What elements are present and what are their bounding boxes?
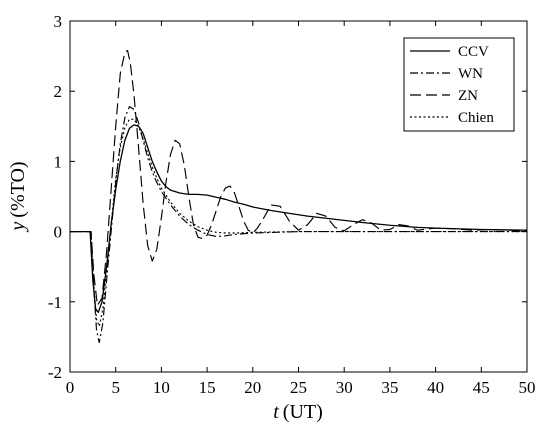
y-tick-label: -1 xyxy=(48,293,62,312)
x-tick-label: 35 xyxy=(381,378,398,397)
x-tick-label: 10 xyxy=(153,378,170,397)
x-axis-unit: (UT) xyxy=(283,401,323,423)
y-axis-unit: (%TO) xyxy=(7,161,29,217)
x-tick-label: 40 xyxy=(427,378,444,397)
x-axis-label: t (UT) xyxy=(273,401,323,423)
legend-label-zn: ZN xyxy=(458,88,478,104)
legend-label-ccv: CCV xyxy=(458,44,489,60)
series-line-chien xyxy=(70,118,527,327)
series-line-ccv xyxy=(70,124,527,313)
series-line-zn xyxy=(70,49,527,306)
x-tick-label: 30 xyxy=(336,378,353,397)
tick-layer: 0 5 10 15 20 25 30 35 40 45 50 -2 -1 0 1 2 3 xyxy=(48,12,536,397)
y-axis-var: y xyxy=(7,222,29,233)
y-tick-label: 0 xyxy=(54,223,63,242)
legend: CCV WN ZN Chien xyxy=(403,37,515,132)
y-tick-label: 1 xyxy=(54,152,63,171)
x-tick-label: 25 xyxy=(290,378,307,397)
x-axis-var: t xyxy=(273,401,279,423)
x-tick-label: 15 xyxy=(199,378,216,397)
x-tick-label: 0 xyxy=(66,378,75,397)
legend-label-chien: Chien xyxy=(458,110,494,126)
legend-box xyxy=(403,37,515,132)
y-axis-label: y (%TO) xyxy=(7,161,29,232)
y-tick-label: -2 xyxy=(48,363,62,382)
x-tick-label: 5 xyxy=(111,378,120,397)
x-tick-label: 50 xyxy=(519,378,536,397)
y-tick-label: 3 xyxy=(54,12,63,31)
series-line-wn xyxy=(70,106,527,344)
x-tick-label: 20 xyxy=(244,378,261,397)
y-tick-label: 2 xyxy=(54,82,63,101)
series-layer xyxy=(70,49,527,344)
x-tick-label: 45 xyxy=(473,378,490,397)
legend-label-wn: WN xyxy=(458,66,483,82)
